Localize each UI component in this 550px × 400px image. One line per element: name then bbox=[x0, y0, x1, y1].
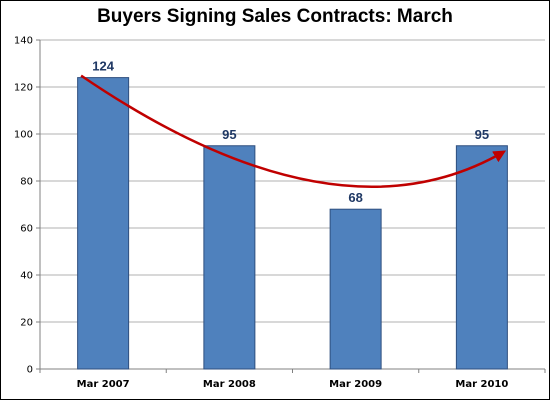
y-tick-label: 140 bbox=[14, 36, 33, 47]
x-category-label: Mar 2010 bbox=[455, 379, 508, 390]
data-label: 95 bbox=[475, 127, 489, 142]
data-labels: 124 95 68 95 bbox=[92, 59, 489, 206]
bar bbox=[203, 145, 256, 370]
y-tick-label: 40 bbox=[20, 271, 33, 282]
trend-arrow-path bbox=[80, 74, 507, 189]
y-tick-label: 120 bbox=[14, 83, 33, 94]
x-category-label: Mar 2007 bbox=[77, 379, 130, 390]
x-category-label: Mar 2008 bbox=[203, 379, 256, 390]
y-tick-label: 100 bbox=[14, 130, 33, 141]
trend-arrow bbox=[80, 74, 507, 189]
x-category-label: Mar 2009 bbox=[329, 379, 382, 390]
bars bbox=[77, 77, 508, 370]
x-category-labels: Mar 2007 Mar 2008 Mar 2009 Mar 2010 bbox=[77, 379, 509, 390]
y-tick-label: 80 bbox=[20, 177, 33, 188]
data-label: 124 bbox=[92, 59, 114, 74]
data-label: 95 bbox=[222, 127, 236, 142]
y-tick-labels: 0 20 40 60 80 100 120 140 bbox=[14, 36, 33, 376]
y-tick-label: 0 bbox=[27, 365, 33, 376]
bar bbox=[329, 208, 382, 370]
bar bbox=[455, 145, 508, 370]
bar bbox=[77, 77, 130, 370]
data-label: 68 bbox=[348, 190, 362, 205]
chart-title: Buyers Signing Sales Contracts: March bbox=[97, 6, 453, 27]
y-tick-label: 60 bbox=[20, 224, 33, 235]
y-tick-label: 20 bbox=[20, 318, 33, 329]
